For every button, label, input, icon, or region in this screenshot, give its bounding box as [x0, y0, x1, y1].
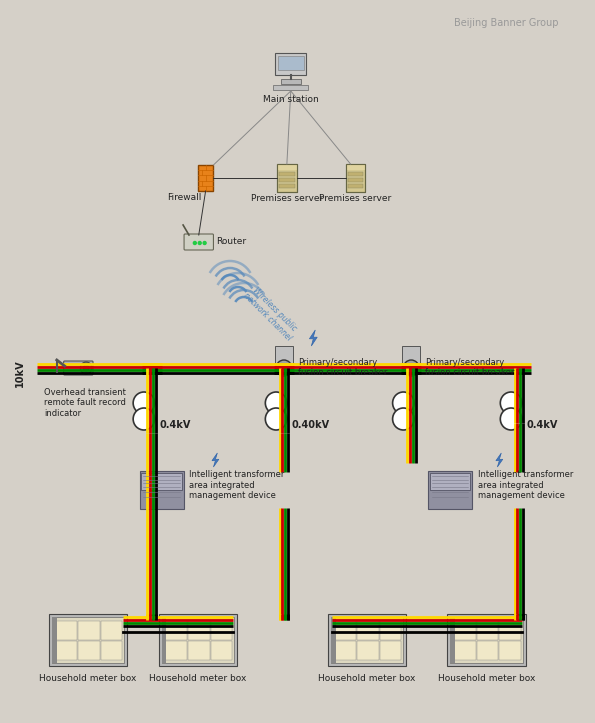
- FancyBboxPatch shape: [64, 361, 93, 375]
- FancyBboxPatch shape: [275, 53, 306, 75]
- Text: Overhead transient
remote fault record
indicator: Overhead transient remote fault record i…: [44, 388, 126, 418]
- Polygon shape: [212, 453, 219, 467]
- FancyBboxPatch shape: [447, 614, 526, 666]
- Circle shape: [280, 364, 288, 372]
- FancyBboxPatch shape: [450, 617, 523, 663]
- FancyBboxPatch shape: [380, 621, 402, 640]
- FancyBboxPatch shape: [328, 614, 406, 666]
- FancyBboxPatch shape: [402, 346, 420, 368]
- FancyBboxPatch shape: [358, 641, 379, 660]
- FancyBboxPatch shape: [52, 617, 57, 663]
- FancyBboxPatch shape: [499, 621, 521, 640]
- Text: Primary/secondary
fusion circuit breaker: Primary/secondary fusion circuit breaker: [425, 358, 514, 377]
- Text: Intelligent transformer
area integrated
management device: Intelligent transformer area integrated …: [478, 470, 573, 500]
- Text: Intelligent transformer
area integrated
management device: Intelligent transformer area integrated …: [189, 470, 284, 500]
- FancyBboxPatch shape: [211, 641, 232, 660]
- FancyBboxPatch shape: [211, 621, 232, 640]
- Text: Household meter box: Household meter box: [39, 674, 137, 683]
- Circle shape: [393, 392, 414, 414]
- FancyBboxPatch shape: [277, 164, 297, 192]
- FancyBboxPatch shape: [331, 617, 336, 663]
- Text: Household meter box: Household meter box: [318, 674, 416, 683]
- Text: Firewall: Firewall: [167, 193, 202, 202]
- Circle shape: [133, 408, 155, 430]
- FancyBboxPatch shape: [428, 471, 472, 509]
- FancyBboxPatch shape: [188, 621, 209, 640]
- Text: Beijing Banner Group: Beijing Banner Group: [453, 18, 558, 28]
- Circle shape: [500, 392, 522, 414]
- FancyBboxPatch shape: [279, 184, 295, 188]
- Text: 0.40kV: 0.40kV: [292, 420, 330, 430]
- Circle shape: [198, 241, 201, 244]
- FancyBboxPatch shape: [142, 473, 181, 490]
- Text: Household meter box: Household meter box: [438, 674, 536, 683]
- FancyBboxPatch shape: [159, 614, 237, 666]
- FancyBboxPatch shape: [346, 164, 365, 192]
- FancyBboxPatch shape: [347, 172, 363, 176]
- Circle shape: [83, 365, 89, 371]
- FancyBboxPatch shape: [346, 164, 365, 170]
- FancyBboxPatch shape: [281, 79, 300, 84]
- FancyBboxPatch shape: [52, 617, 124, 663]
- FancyBboxPatch shape: [335, 641, 356, 660]
- FancyBboxPatch shape: [279, 172, 295, 176]
- FancyBboxPatch shape: [79, 641, 100, 660]
- FancyBboxPatch shape: [165, 621, 187, 640]
- Circle shape: [133, 392, 155, 414]
- FancyBboxPatch shape: [430, 473, 471, 490]
- Text: Household meter box: Household meter box: [149, 674, 246, 683]
- FancyBboxPatch shape: [335, 621, 356, 640]
- Polygon shape: [309, 330, 317, 346]
- FancyBboxPatch shape: [347, 184, 363, 188]
- FancyBboxPatch shape: [275, 346, 293, 368]
- Text: Main station: Main station: [263, 95, 319, 104]
- Text: Router: Router: [217, 237, 246, 247]
- Circle shape: [393, 408, 414, 430]
- FancyBboxPatch shape: [331, 617, 403, 663]
- FancyBboxPatch shape: [184, 234, 214, 250]
- FancyBboxPatch shape: [188, 641, 209, 660]
- FancyBboxPatch shape: [162, 617, 234, 663]
- Circle shape: [265, 408, 287, 430]
- Text: 0.4kV: 0.4kV: [159, 420, 191, 430]
- Circle shape: [500, 408, 522, 430]
- FancyBboxPatch shape: [49, 614, 127, 666]
- FancyBboxPatch shape: [450, 617, 455, 663]
- Circle shape: [193, 241, 196, 244]
- FancyBboxPatch shape: [165, 641, 187, 660]
- Circle shape: [265, 392, 287, 414]
- FancyBboxPatch shape: [278, 56, 303, 70]
- Polygon shape: [496, 453, 503, 467]
- FancyBboxPatch shape: [477, 641, 499, 660]
- FancyBboxPatch shape: [277, 164, 297, 170]
- FancyBboxPatch shape: [273, 85, 308, 90]
- Circle shape: [403, 360, 419, 376]
- FancyBboxPatch shape: [499, 641, 521, 660]
- FancyBboxPatch shape: [56, 621, 77, 640]
- FancyBboxPatch shape: [279, 178, 295, 182]
- Text: 0.4kV: 0.4kV: [527, 420, 558, 430]
- FancyBboxPatch shape: [79, 621, 100, 640]
- FancyBboxPatch shape: [162, 617, 167, 663]
- Text: Premises server: Premises server: [320, 194, 392, 203]
- Text: Primary/secondary
fusion circuit breaker: Primary/secondary fusion circuit breaker: [298, 358, 387, 377]
- Text: Wireless public
network channel: Wireless public network channel: [242, 283, 300, 343]
- Circle shape: [276, 360, 292, 376]
- FancyBboxPatch shape: [455, 641, 476, 660]
- FancyBboxPatch shape: [56, 641, 77, 660]
- FancyBboxPatch shape: [477, 621, 499, 640]
- Circle shape: [80, 362, 92, 374]
- FancyBboxPatch shape: [380, 641, 402, 660]
- FancyBboxPatch shape: [198, 165, 214, 191]
- FancyBboxPatch shape: [101, 641, 123, 660]
- Circle shape: [408, 364, 415, 372]
- FancyBboxPatch shape: [347, 178, 363, 182]
- FancyBboxPatch shape: [101, 621, 123, 640]
- Text: Premises server: Premises server: [250, 194, 323, 203]
- Text: 10kV: 10kV: [15, 359, 24, 387]
- FancyBboxPatch shape: [139, 471, 184, 509]
- Circle shape: [203, 241, 206, 244]
- FancyBboxPatch shape: [358, 621, 379, 640]
- FancyBboxPatch shape: [455, 621, 476, 640]
